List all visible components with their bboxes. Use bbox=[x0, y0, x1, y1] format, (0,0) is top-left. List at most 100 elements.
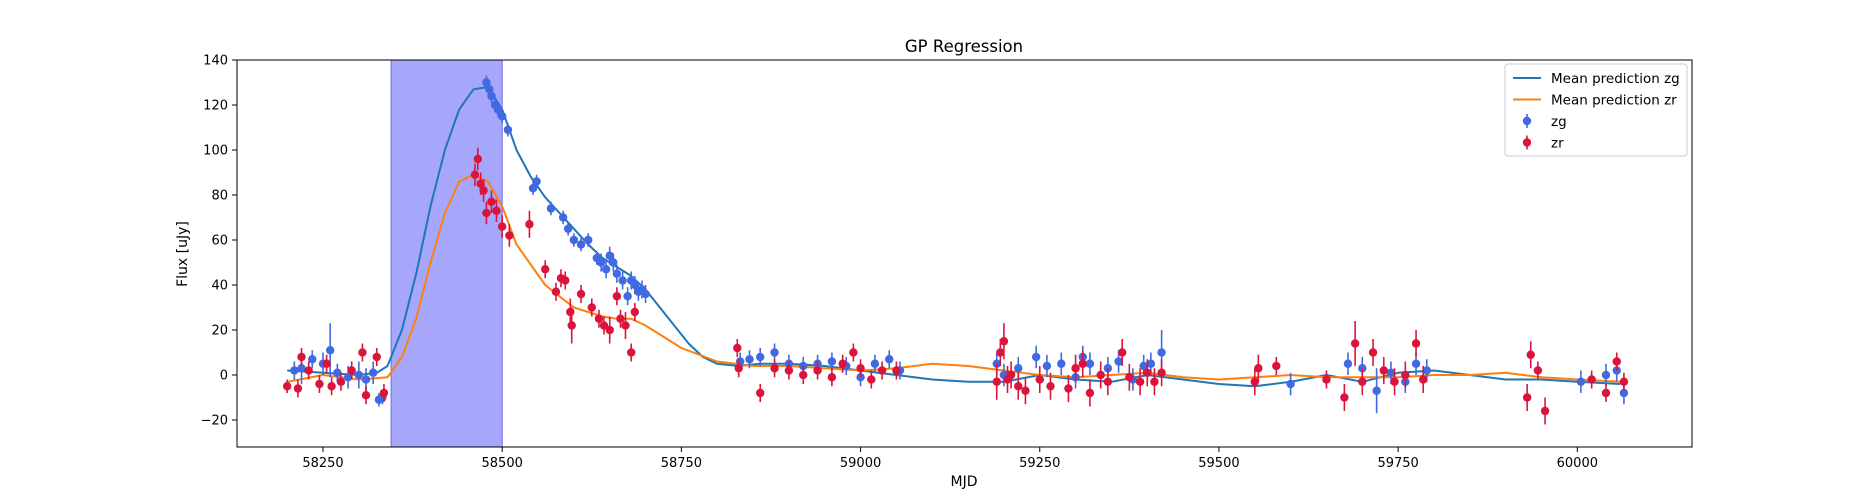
data-point bbox=[1117, 348, 1127, 357]
data-point bbox=[497, 222, 507, 231]
data-point bbox=[492, 206, 501, 215]
data-point bbox=[996, 348, 1005, 357]
data-point bbox=[770, 348, 779, 357]
data-point bbox=[1114, 357, 1123, 366]
data-point bbox=[479, 186, 488, 195]
x-tick-label: 59000 bbox=[840, 456, 881, 471]
data-point bbox=[1096, 370, 1105, 380]
data-point bbox=[999, 337, 1009, 346]
y-tick-label: 100 bbox=[203, 144, 228, 159]
data-point bbox=[1085, 359, 1095, 368]
data-point bbox=[505, 231, 514, 240]
data-point bbox=[734, 364, 743, 373]
x-tick-label: 58500 bbox=[482, 456, 523, 471]
data-point bbox=[1146, 359, 1156, 368]
data-point bbox=[870, 359, 880, 368]
x-tick-label: 58750 bbox=[661, 456, 702, 471]
data-point bbox=[558, 213, 568, 222]
y-axis-label: Flux [uJy] bbox=[175, 221, 191, 287]
data-point bbox=[325, 346, 335, 355]
data-point bbox=[1358, 377, 1367, 386]
data-point bbox=[1085, 388, 1095, 398]
data-point bbox=[293, 384, 303, 393]
data-point bbox=[1619, 377, 1629, 386]
data-point bbox=[856, 364, 865, 373]
y-tick-label: 40 bbox=[211, 279, 228, 294]
legend-label: zr bbox=[1551, 136, 1564, 152]
data-point bbox=[1254, 364, 1263, 373]
data-point bbox=[1401, 370, 1410, 380]
data-point bbox=[1533, 366, 1543, 375]
data-point bbox=[1006, 370, 1016, 380]
data-point bbox=[1411, 359, 1421, 368]
data-point bbox=[1250, 377, 1259, 386]
data-point bbox=[827, 373, 837, 382]
data-point bbox=[612, 269, 622, 278]
data-point bbox=[1286, 379, 1295, 389]
data-point bbox=[892, 366, 901, 375]
data-point bbox=[1143, 368, 1152, 377]
data-point bbox=[569, 235, 579, 245]
data-point bbox=[1343, 359, 1353, 368]
data-point bbox=[630, 307, 639, 317]
plot-area: 58250 58500 58750 59000 59250 59500 59750 60000… bbox=[201, 54, 1693, 471]
data-point bbox=[612, 292, 622, 301]
data-point bbox=[1411, 339, 1421, 348]
data-point bbox=[587, 303, 596, 312]
data-point bbox=[368, 368, 378, 377]
data-point bbox=[487, 197, 496, 206]
x-tick-label: 60000 bbox=[1557, 456, 1598, 471]
data-point bbox=[877, 366, 887, 375]
data-point bbox=[992, 377, 1001, 386]
data-point bbox=[297, 364, 306, 373]
legend-marker-swatch bbox=[1522, 138, 1532, 147]
data-point bbox=[1157, 368, 1166, 377]
data-point bbox=[473, 154, 483, 164]
data-point bbox=[1139, 361, 1148, 371]
data-point bbox=[885, 355, 894, 364]
data-point bbox=[1322, 375, 1331, 384]
data-point bbox=[1576, 377, 1586, 386]
y-tick-label: 0 bbox=[220, 369, 228, 384]
data-point bbox=[621, 321, 630, 330]
data-point bbox=[1587, 375, 1596, 384]
data-point bbox=[1601, 370, 1611, 380]
data-point bbox=[470, 170, 480, 179]
y-tick-label: 80 bbox=[211, 189, 228, 204]
data-point bbox=[322, 359, 331, 368]
data-point bbox=[605, 251, 614, 260]
data-point bbox=[493, 105, 503, 114]
data-point bbox=[282, 382, 292, 391]
data-point bbox=[1135, 377, 1145, 386]
legend-box bbox=[1504, 63, 1688, 157]
data-point bbox=[333, 368, 342, 377]
data-point bbox=[336, 377, 346, 386]
data-point bbox=[1386, 368, 1396, 377]
data-point bbox=[1272, 361, 1281, 371]
data-point bbox=[487, 91, 496, 101]
data-point bbox=[1612, 357, 1621, 366]
data-point bbox=[563, 224, 573, 233]
series-zr bbox=[282, 147, 1629, 425]
y-tick-label: 140 bbox=[203, 54, 228, 69]
data-point bbox=[609, 258, 618, 267]
data-point bbox=[1340, 393, 1349, 402]
data-point bbox=[1046, 382, 1055, 391]
data-point bbox=[379, 388, 389, 398]
data-point bbox=[1372, 386, 1381, 395]
data-point bbox=[361, 391, 371, 400]
data-point bbox=[1368, 348, 1378, 357]
data-point bbox=[1064, 384, 1073, 393]
data-point bbox=[1057, 359, 1066, 368]
legend-label: Mean prediction zg bbox=[1551, 71, 1680, 87]
data-point bbox=[482, 208, 491, 218]
data-point bbox=[297, 352, 306, 362]
data-point bbox=[1379, 366, 1388, 375]
data-point bbox=[1021, 386, 1030, 395]
data-point bbox=[770, 364, 779, 373]
data-point bbox=[618, 276, 627, 285]
data-point bbox=[1601, 388, 1611, 398]
data-point bbox=[503, 125, 513, 134]
data-point bbox=[827, 357, 837, 366]
data-point bbox=[528, 184, 538, 193]
